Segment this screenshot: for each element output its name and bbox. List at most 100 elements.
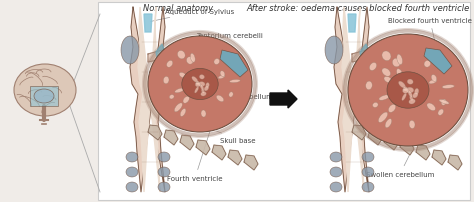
Ellipse shape [438, 109, 444, 116]
Text: Tentorium cerebelli: Tentorium cerebelli [196, 33, 263, 49]
Ellipse shape [392, 59, 401, 67]
Ellipse shape [409, 121, 415, 129]
Ellipse shape [373, 103, 378, 108]
Polygon shape [130, 8, 166, 192]
Polygon shape [164, 130, 178, 145]
Ellipse shape [158, 167, 170, 177]
Text: Blocked fourth ventricle: Blocked fourth ventricle [388, 18, 472, 62]
Ellipse shape [402, 88, 409, 94]
Ellipse shape [204, 86, 209, 92]
Polygon shape [342, 8, 364, 192]
Ellipse shape [397, 69, 404, 81]
Polygon shape [148, 125, 162, 140]
Ellipse shape [201, 92, 206, 97]
Ellipse shape [427, 103, 436, 111]
Ellipse shape [379, 95, 390, 101]
Ellipse shape [177, 51, 185, 60]
Ellipse shape [407, 96, 411, 101]
Polygon shape [228, 150, 242, 165]
Ellipse shape [400, 76, 409, 87]
Ellipse shape [382, 52, 391, 61]
Polygon shape [220, 51, 248, 78]
Ellipse shape [199, 89, 202, 94]
Ellipse shape [169, 95, 174, 99]
Polygon shape [156, 45, 168, 71]
Ellipse shape [387, 73, 429, 109]
Bar [30, 87, 58, 106]
Ellipse shape [410, 96, 413, 101]
Polygon shape [416, 145, 430, 160]
Ellipse shape [441, 100, 447, 106]
Ellipse shape [396, 85, 402, 92]
Ellipse shape [402, 94, 406, 101]
Bar [98, 3, 470, 200]
Text: After stroke: oedema causes blocked fourth ventricle: After stroke: oedema causes blocked four… [246, 4, 470, 13]
Polygon shape [244, 155, 258, 170]
Ellipse shape [330, 152, 342, 162]
Ellipse shape [208, 84, 214, 90]
Ellipse shape [410, 73, 416, 81]
Polygon shape [384, 135, 398, 150]
Ellipse shape [148, 37, 252, 132]
Ellipse shape [195, 83, 201, 87]
Ellipse shape [403, 89, 408, 92]
Text: Normal anatomy: Normal anatomy [143, 4, 213, 13]
Ellipse shape [201, 110, 206, 118]
Ellipse shape [164, 77, 169, 84]
Ellipse shape [183, 97, 189, 104]
Ellipse shape [126, 182, 138, 192]
Ellipse shape [365, 82, 372, 90]
Ellipse shape [399, 94, 405, 100]
Polygon shape [352, 125, 366, 140]
Ellipse shape [201, 89, 204, 94]
Ellipse shape [413, 93, 418, 99]
Ellipse shape [362, 182, 374, 192]
Ellipse shape [214, 59, 219, 65]
Polygon shape [352, 49, 434, 73]
Polygon shape [448, 155, 462, 170]
Ellipse shape [195, 83, 200, 85]
Ellipse shape [174, 103, 182, 112]
Ellipse shape [196, 82, 200, 85]
Ellipse shape [348, 35, 468, 146]
Ellipse shape [408, 91, 412, 98]
Ellipse shape [126, 152, 138, 162]
Ellipse shape [220, 72, 225, 77]
Ellipse shape [180, 109, 186, 117]
Ellipse shape [126, 167, 138, 177]
Ellipse shape [216, 96, 224, 102]
Ellipse shape [166, 61, 173, 68]
Text: Cerebellum: Cerebellum [230, 86, 274, 100]
Ellipse shape [200, 85, 204, 91]
Ellipse shape [206, 83, 210, 88]
Polygon shape [144, 15, 152, 33]
Ellipse shape [442, 85, 455, 89]
Ellipse shape [406, 88, 414, 94]
Ellipse shape [192, 77, 198, 83]
Ellipse shape [424, 61, 430, 68]
Text: Fourth ventricle: Fourth ventricle [167, 65, 231, 181]
Ellipse shape [330, 167, 342, 177]
Ellipse shape [325, 37, 343, 65]
Ellipse shape [397, 55, 402, 65]
Ellipse shape [382, 69, 391, 77]
Ellipse shape [195, 87, 199, 94]
Polygon shape [334, 8, 370, 192]
Ellipse shape [388, 105, 396, 113]
Ellipse shape [417, 90, 424, 97]
Polygon shape [400, 140, 414, 155]
Ellipse shape [362, 167, 374, 177]
Ellipse shape [384, 77, 392, 83]
Ellipse shape [407, 80, 413, 85]
Polygon shape [180, 135, 194, 150]
Ellipse shape [229, 92, 233, 98]
Polygon shape [196, 140, 210, 155]
Ellipse shape [330, 182, 342, 192]
Ellipse shape [385, 119, 392, 128]
Ellipse shape [439, 100, 449, 105]
Ellipse shape [182, 69, 218, 100]
Polygon shape [138, 8, 160, 192]
Ellipse shape [198, 82, 205, 87]
Polygon shape [368, 130, 382, 145]
Ellipse shape [399, 82, 405, 88]
